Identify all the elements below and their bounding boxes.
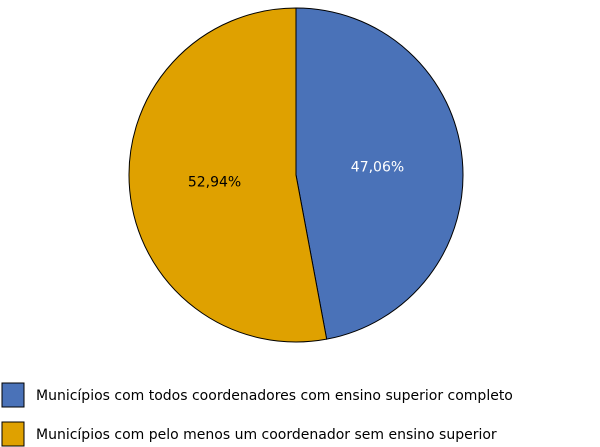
legend-swatch — [1, 421, 25, 447]
data-label: 47,06% — [351, 159, 404, 175]
pie-slice — [295, 7, 464, 340]
legend-label: Municípios com pelo menos um coordenador… — [36, 427, 497, 443]
pie-slice — [128, 7, 328, 343]
data-label: 52,94% — [188, 175, 241, 191]
legend-swatch — [1, 382, 25, 408]
legend-label: Municípios com todos coordenadores com e… — [36, 388, 513, 404]
